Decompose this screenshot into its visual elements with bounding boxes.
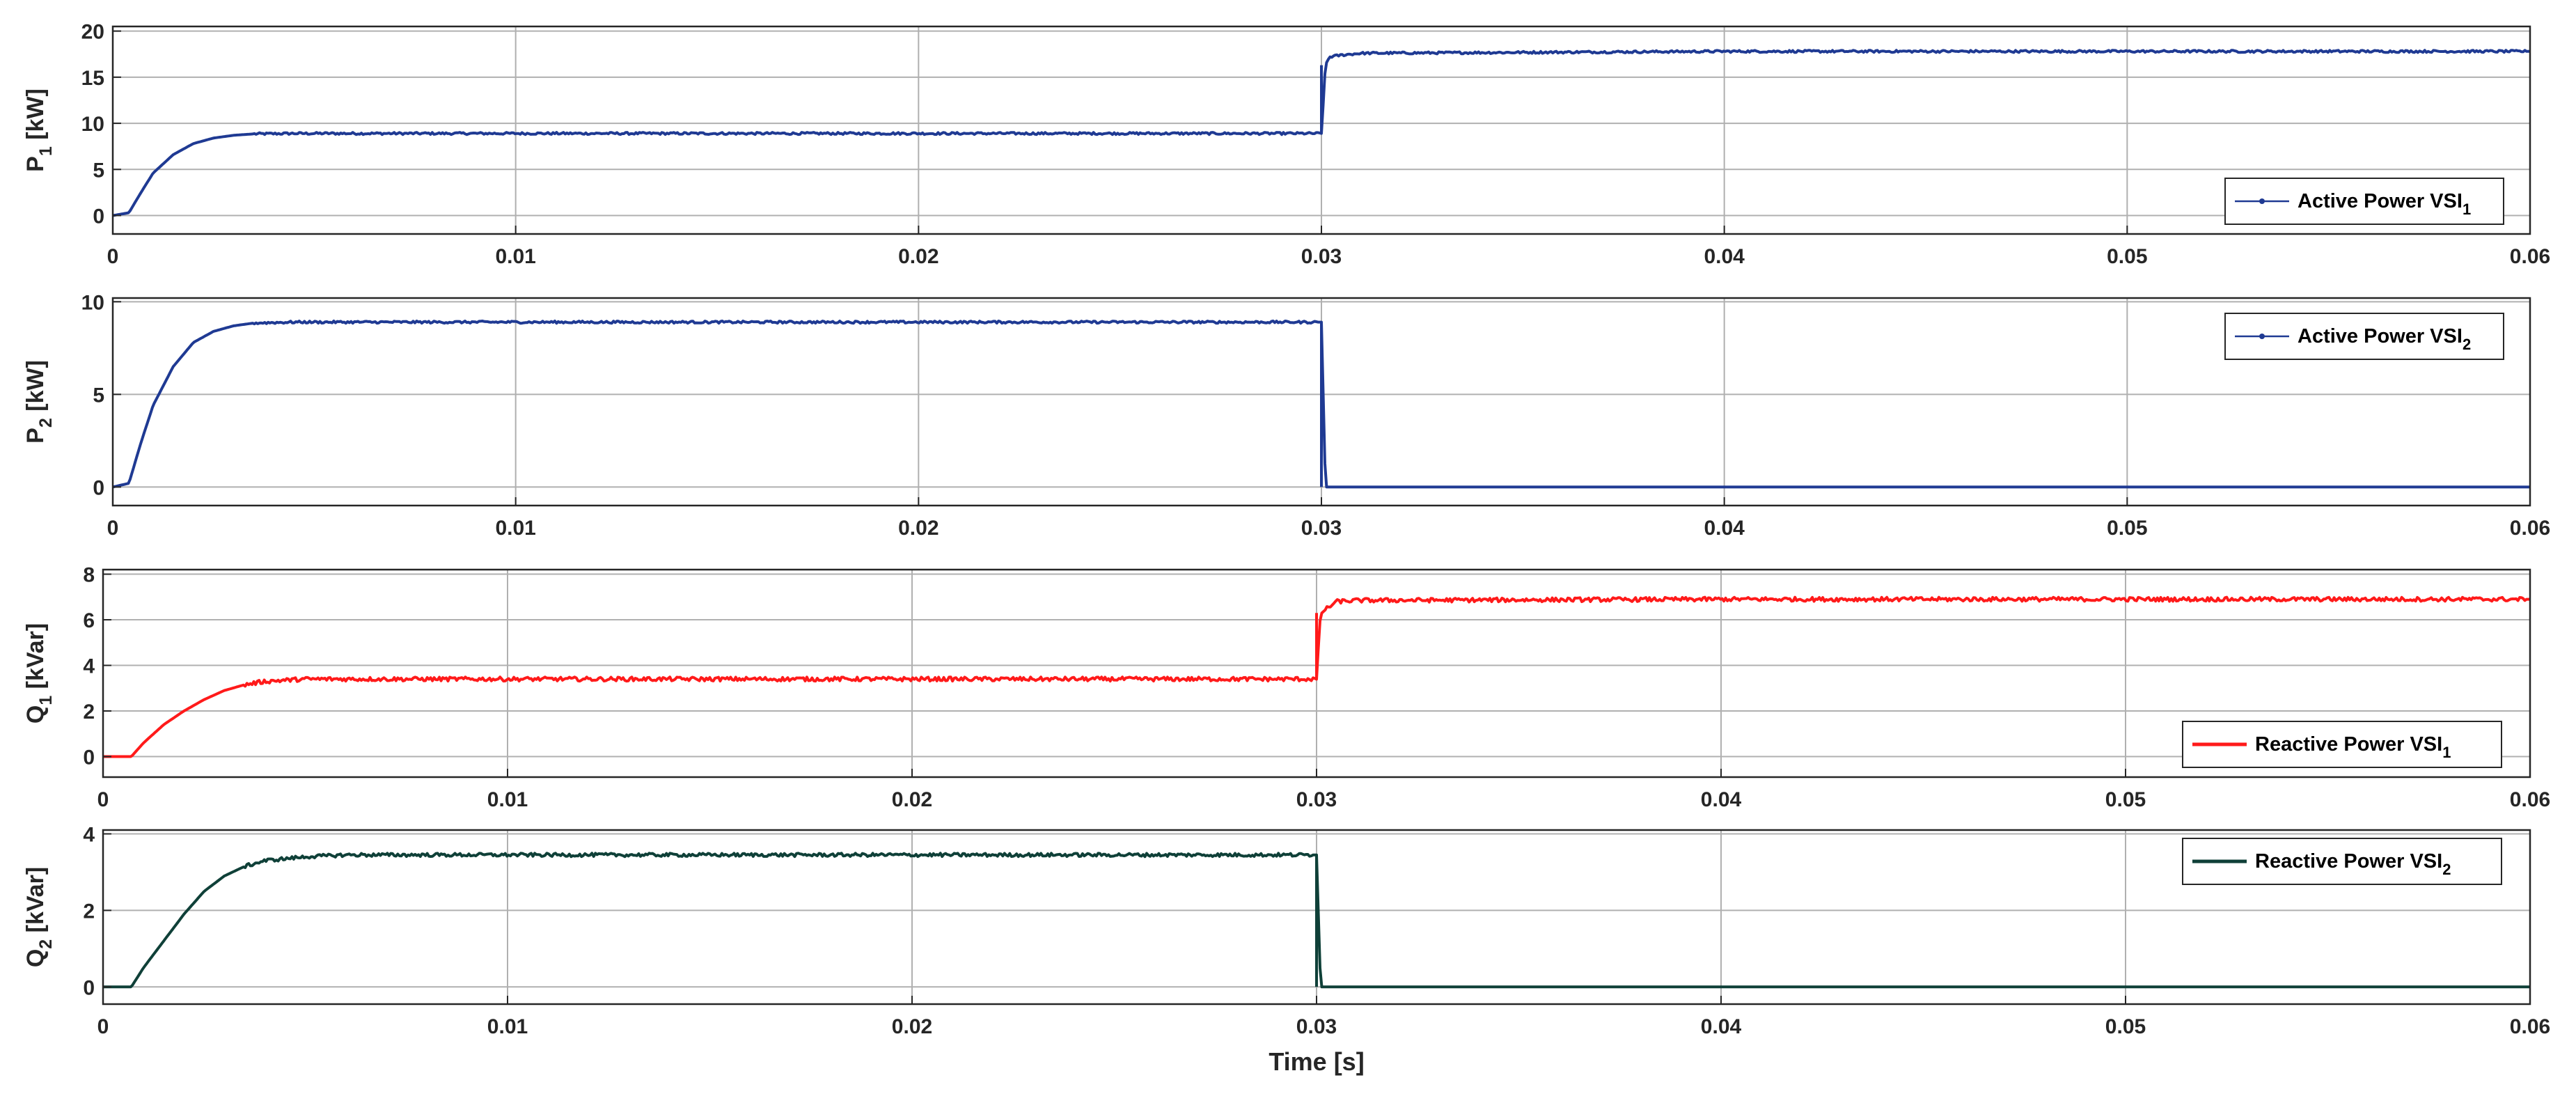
y-axis-label-sub: 1 [36, 146, 56, 156]
x-tick-label: 0.04 [1701, 1015, 1742, 1038]
x-tick-label: 0 [97, 1015, 109, 1038]
y-tick-label: 5 [93, 384, 104, 407]
y-axis-label-sub: 2 [36, 418, 56, 428]
y-axis-label-sub: 1 [36, 696, 56, 705]
legend: Reactive Power VSI1 [2182, 721, 2502, 768]
legend-label-sub: 2 [2463, 336, 2471, 353]
y-tick-label: 2 [83, 900, 95, 923]
y-tick-label: 0 [93, 205, 104, 228]
x-tick-label: 0.05 [2107, 517, 2147, 540]
legend-label: Reactive Power VSI2 [2255, 850, 2451, 878]
y-axis-label: P2 [kW] [22, 360, 56, 444]
legend: Active Power VSI1 [2224, 178, 2504, 225]
legend-label: Active Power VSI1 [2298, 190, 2471, 218]
x-tick-label: 0.02 [892, 788, 932, 811]
y-axis-label: Q2 [kVar] [22, 867, 56, 967]
y-axis-label: P1 [kW] [22, 88, 56, 172]
x-tick-label: 0.04 [1704, 517, 1745, 540]
legend-label: Active Power VSI2 [2298, 325, 2471, 353]
y-tick-label: 8 [83, 564, 95, 587]
legend-label-sub: 1 [2463, 201, 2471, 218]
legend-label-sub: 2 [2442, 861, 2451, 878]
x-tick-label: 0.02 [892, 1015, 932, 1038]
series-line-3-1 [103, 595, 2530, 758]
x-tick-label: 0.01 [495, 245, 535, 268]
legend-label-main: Active Power VSI [2298, 325, 2463, 347]
x-tick-label: 0.05 [2107, 245, 2147, 268]
y-tick-label: 20 [81, 21, 104, 44]
y-tick-label: 0 [83, 976, 95, 999]
y-tick-label: 0 [83, 746, 95, 769]
y-axis-label-main: P [22, 156, 49, 172]
series-line-4-1 [103, 852, 2530, 989]
y-axis-label: Q1 [kVar] [22, 623, 56, 723]
x-tick-label: 0.01 [487, 788, 528, 811]
x-tick-label: 0.01 [495, 517, 535, 540]
y-axis-label-main: Q [22, 705, 49, 723]
x-axis-label: Time [s] [1269, 1047, 1364, 1076]
x-tick-label: 0.01 [487, 1015, 528, 1038]
x-tick-label: 0.03 [1301, 245, 1342, 268]
y-tick-label: 4 [83, 655, 95, 678]
x-tick-label: 0.06 [2510, 1015, 2550, 1038]
legend-marker [2259, 198, 2265, 204]
y-tick-label: 10 [81, 291, 104, 314]
x-tick-label: 0 [107, 245, 119, 268]
y-axis-label-main: P [22, 428, 49, 444]
y-tick-label: 15 [81, 67, 104, 90]
y-tick-label: 2 [83, 701, 95, 723]
x-tick-label: 0.06 [2510, 517, 2550, 540]
y-tick-label: 6 [83, 609, 95, 632]
y-tick-label: 10 [81, 113, 104, 136]
y-axis-label-unit: [kW] [22, 360, 49, 418]
legend-label-main: Reactive Power VSI [2255, 850, 2442, 873]
legend: Reactive Power VSI2 [2182, 838, 2502, 885]
y-tick-label: 0 [93, 476, 104, 499]
x-tick-label: 0.05 [2105, 1015, 2146, 1038]
x-tick-label: 0.03 [1301, 517, 1342, 540]
x-tick-label: 0.06 [2510, 245, 2550, 268]
y-axis-label-sub: 2 [36, 939, 56, 949]
x-tick-label: 0.06 [2510, 788, 2550, 811]
y-tick-label: 5 [93, 159, 104, 182]
legend-marker [2259, 334, 2265, 339]
y-tick-label: 4 [83, 823, 95, 846]
y-axis-label-unit: [kW] [22, 88, 49, 146]
x-tick-label: 0.05 [2105, 788, 2146, 811]
y-axis-label-unit: [kVar] [22, 623, 49, 696]
legend-label-sub: 1 [2442, 744, 2451, 761]
legend-box [2182, 838, 2502, 885]
x-tick-label: 0.03 [1296, 788, 1337, 811]
legend-label-main: Reactive Power VSI [2255, 733, 2442, 756]
x-tick-label: 0.02 [898, 245, 938, 268]
legend: Active Power VSI2 [2224, 313, 2504, 360]
x-tick-label: 0 [97, 788, 109, 811]
y-axis-label-unit: [kVar] [22, 867, 49, 939]
x-tick-label: 0.04 [1701, 788, 1742, 811]
x-tick-label: 0 [107, 517, 119, 540]
x-tick-label: 0.03 [1296, 1015, 1337, 1038]
legend-label: Reactive Power VSI1 [2255, 733, 2451, 761]
x-tick-label: 0.04 [1704, 245, 1745, 268]
legend-label-main: Active Power VSI [2298, 190, 2463, 212]
y-axis-label-main: Q [22, 949, 49, 967]
x-tick-label: 0.02 [898, 517, 938, 540]
